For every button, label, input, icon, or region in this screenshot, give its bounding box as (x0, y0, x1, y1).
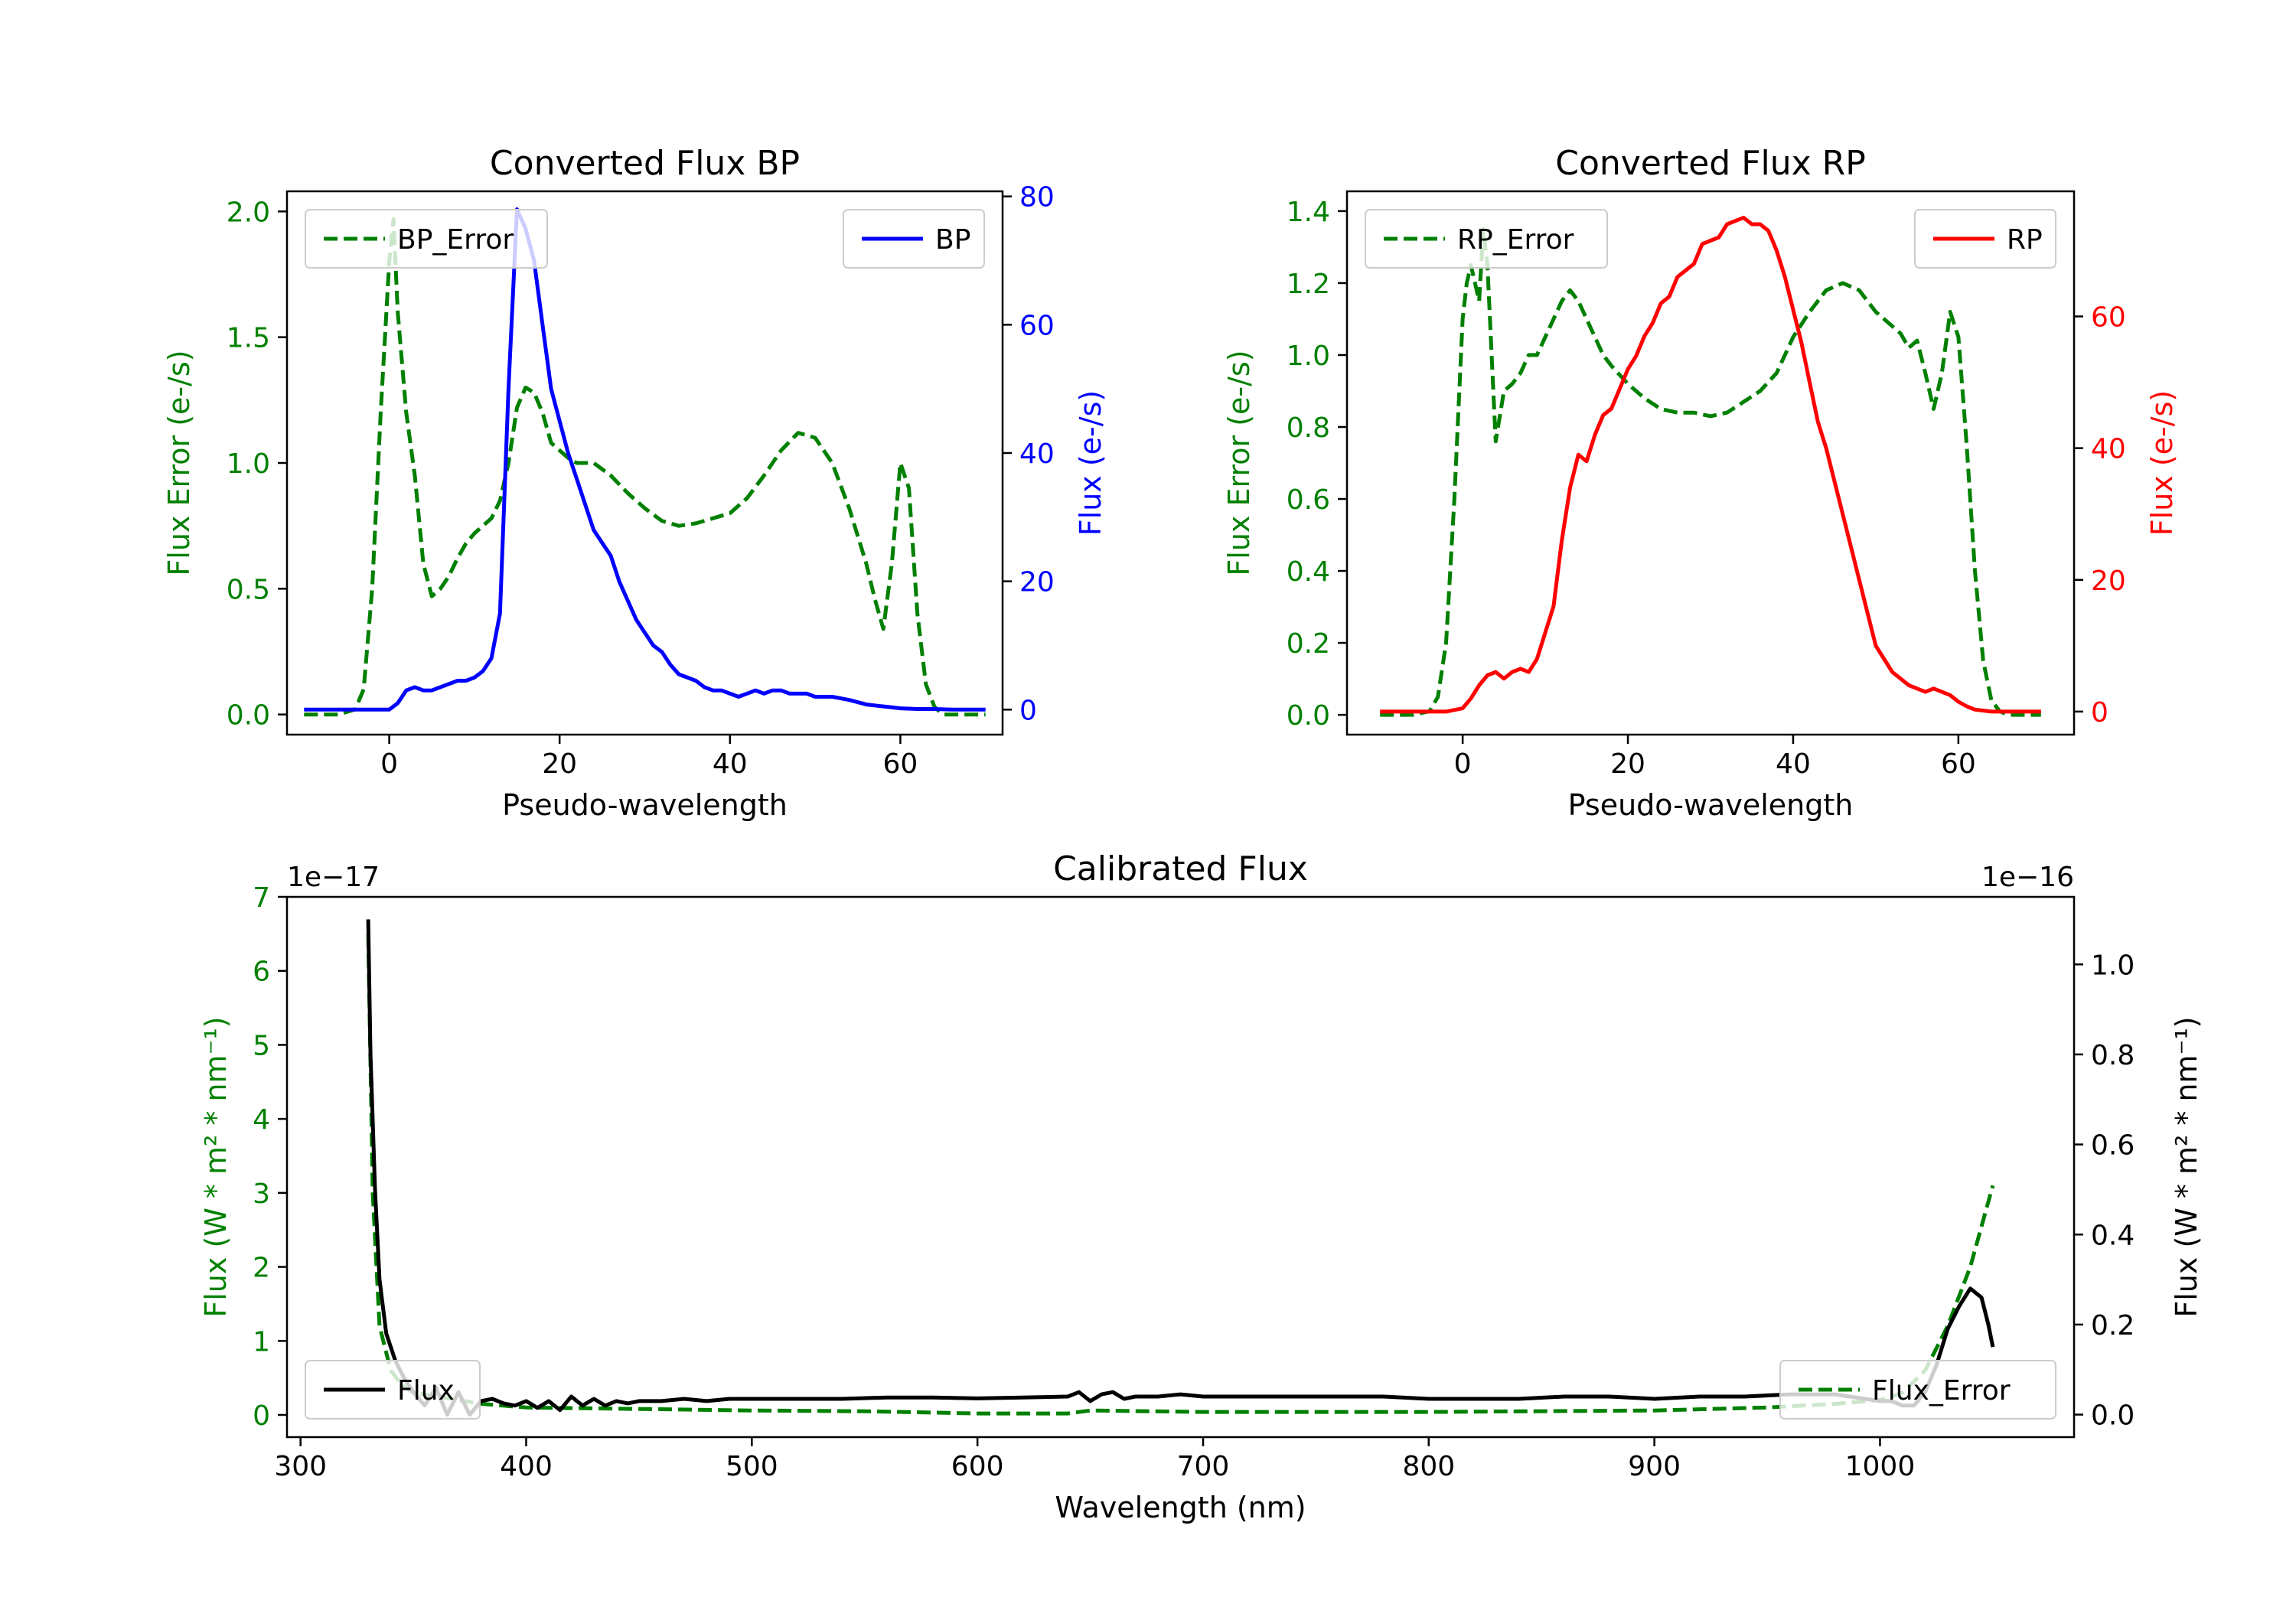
legend-box (1365, 209, 1608, 269)
y-right-tick-label: 0.4 (2091, 1220, 2135, 1251)
x-axis-label: Pseudo-wavelength (502, 788, 788, 822)
y-right-tick-label: 40 (1019, 438, 1055, 470)
axes-frame (285, 895, 2076, 1439)
legend-label: RP_Error (1457, 224, 1574, 256)
y-right-tick-label: 0 (2091, 697, 2108, 729)
x-axis-label: Pseudo-wavelength (1568, 788, 1854, 822)
legend-rp-error: RP_Error (1365, 209, 1608, 269)
y-left-tick-label: 0.5 (227, 574, 270, 605)
legend-label: Flux (397, 1375, 455, 1407)
legend-label: BP (935, 224, 970, 256)
y-right-tick-label: 60 (2091, 302, 2126, 334)
legend-label: Flux_Error (1872, 1375, 2011, 1407)
y-left-tick-label: 0.2 (1287, 628, 1330, 660)
legend-box (305, 1360, 481, 1420)
y-left-axis-label: Flux (W * m² * nm⁻¹) (199, 1016, 233, 1317)
y-left-tick-label: 1.5 (227, 323, 270, 354)
chart-title: Converted Flux BP (490, 144, 800, 183)
x-tick-label: 20 (1610, 748, 1645, 780)
series-line-rp (1380, 215, 2041, 714)
x-tick-label: 40 (1776, 748, 1811, 780)
y-left-axis-label: Flux Error (e-/s) (1222, 350, 1256, 575)
legend-box (305, 209, 548, 269)
x-tick-label: 600 (951, 1451, 1004, 1482)
y-left-tick-label: 1.4 (1287, 197, 1330, 228)
y-right-tick-label: 80 (1019, 182, 1055, 214)
y-left-tick-label: 3 (253, 1178, 270, 1210)
y-left-tick-label: 0 (253, 1400, 270, 1432)
y-left-tick-label: 0.4 (1287, 556, 1330, 588)
y-right-tick-label: 0.2 (2091, 1310, 2135, 1341)
chart-panel-1: 0 20 40 60 0.0 0.5 1.0 1.5 2.0 0 20 40 60 80 Converted… (162, 144, 1107, 822)
y-left-tick-label: 0.6 (1287, 484, 1330, 516)
y-left-tick-label: 1.2 (1287, 269, 1330, 300)
y-right-tick-label: 0.0 (2091, 1400, 2135, 1432)
y-left-tick-label: 0.0 (227, 700, 270, 732)
x-tick-label: 40 (713, 748, 748, 780)
y-left-offset-label: 1e−17 (287, 862, 380, 893)
chart-panel-3: 300 400 500 600 700 800 900 1000 0 1 2 3 4 5 6 7 0.0 0.2 0… (199, 849, 2203, 1524)
y-left-tick-label: 5 (253, 1030, 270, 1061)
y-right-tick-label: 0.8 (2091, 1040, 2135, 1071)
legend-flux-error: Flux_Error (1779, 1360, 2056, 1420)
x-tick-label: 60 (1941, 748, 1976, 780)
y-right-tick-label: 0 (1019, 695, 1037, 726)
series-line-bp-error (304, 217, 986, 717)
y-left-tick-label: 7 (253, 882, 270, 914)
y-left-tick-label: 2 (253, 1253, 270, 1284)
chart-title: Converted Flux RP (1555, 144, 1866, 183)
y-right-offset-label: 1e−16 (1981, 862, 2074, 893)
y-right-tick-label: 60 (1019, 310, 1055, 341)
x-tick-label: 1000 (1845, 1451, 1916, 1482)
y-right-axis-label: Flux (e-/s) (2145, 390, 2179, 536)
x-tick-label: 900 (1628, 1451, 1681, 1482)
y-right-tick-label: 20 (1019, 567, 1055, 598)
series-line-bp (304, 207, 986, 712)
y-right-tick-label: 1.0 (2091, 950, 2135, 981)
y-right-axis-label: Flux (W * m² * nm⁻¹) (2170, 1016, 2203, 1317)
y-left-tick-label: 1.0 (227, 448, 270, 480)
legend-bp-error: BP_Error (305, 209, 548, 269)
legend-box (1779, 1360, 2056, 1420)
y-right-tick-label: 20 (2091, 566, 2126, 597)
x-tick-label: 20 (542, 748, 577, 780)
axes-frame (1345, 190, 2076, 736)
legend-bp: BP (843, 209, 985, 269)
x-tick-label: 500 (726, 1451, 778, 1482)
legend-flux: Flux (305, 1360, 481, 1420)
x-tick-label: 800 (1402, 1451, 1455, 1482)
y-left-tick-label: 0.0 (1287, 700, 1330, 732)
y-left-axis-label: Flux Error (e-/s) (162, 350, 196, 575)
x-tick-label: 60 (883, 748, 918, 780)
x-tick-label: 300 (274, 1451, 327, 1482)
legend-label: RP (2007, 224, 2043, 256)
x-tick-label: 0 (1454, 748, 1472, 780)
y-left-tick-label: 4 (253, 1104, 270, 1136)
y-right-tick-label: 40 (2091, 434, 2126, 465)
x-axis-label: Wavelength (nm) (1055, 1491, 1306, 1524)
y-left-tick-label: 1.0 (1287, 341, 1330, 372)
y-left-tick-label: 0.8 (1287, 412, 1330, 444)
y-right-axis-label: Flux (e-/s) (1074, 390, 1107, 536)
y-left-tick-label: 2.0 (227, 197, 270, 228)
legend-rp: RP (1914, 209, 2056, 269)
y-left-tick-label: 1 (253, 1326, 270, 1358)
chart-title: Calibrated Flux (1053, 849, 1308, 888)
y-left-tick-label: 6 (253, 957, 270, 988)
y-right-tick-label: 0.6 (2091, 1130, 2135, 1162)
x-tick-label: 400 (500, 1451, 553, 1482)
legend-label: BP_Error (397, 224, 514, 256)
x-tick-label: 700 (1177, 1451, 1230, 1482)
x-tick-label: 0 (380, 748, 398, 780)
chart-panel-2: 0 20 40 60 0.0 0.2 0.4 0.6 0.8 1.0 1.2 1.4 0 20 40 60 Co… (1222, 144, 2179, 822)
